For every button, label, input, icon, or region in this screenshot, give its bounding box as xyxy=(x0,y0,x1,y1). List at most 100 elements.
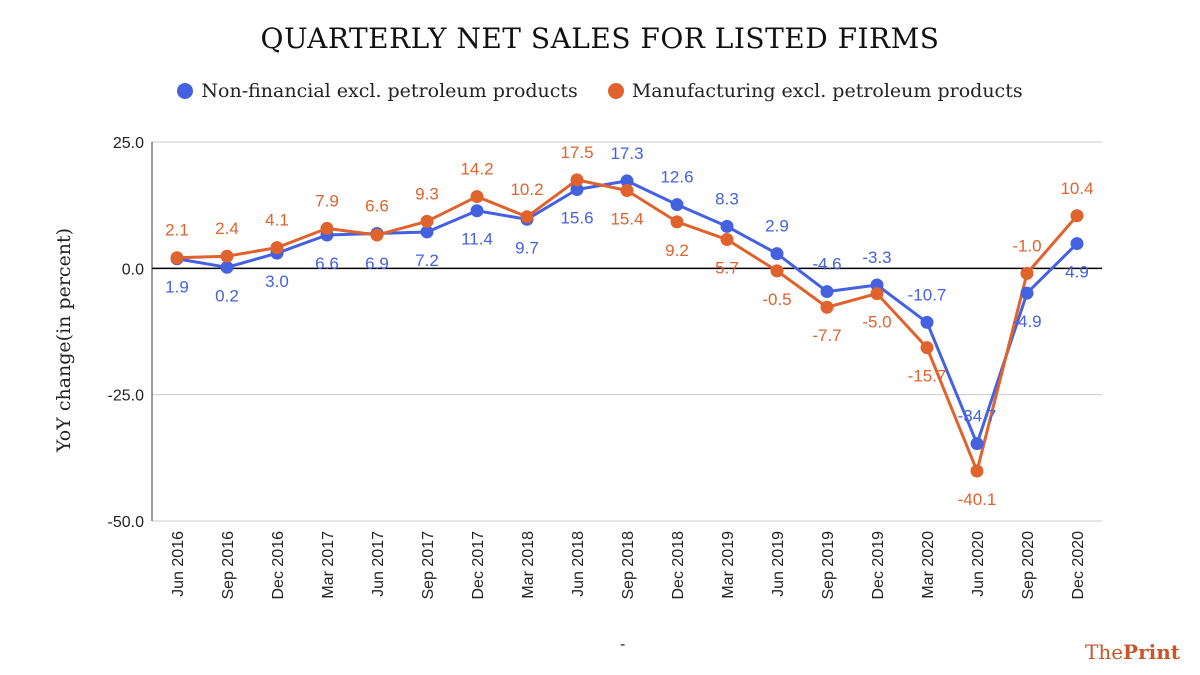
series-1-data-label: 6.9 xyxy=(365,254,389,273)
x-tick-label: Jun 2016 xyxy=(170,531,187,597)
x-tick-label: Sep 2020 xyxy=(1020,531,1037,600)
series-1-data-label: 15.6 xyxy=(560,209,593,228)
series-1-data-label: -3.3 xyxy=(862,248,891,267)
series-2-point xyxy=(470,190,484,204)
series-1-point xyxy=(720,219,734,233)
series-1-point xyxy=(820,285,834,299)
series-1-point xyxy=(1070,237,1084,251)
series-1-point xyxy=(670,198,684,212)
series-1-data-label: 17.3 xyxy=(610,144,643,163)
x-tick-label: Dec 2017 xyxy=(470,531,487,600)
series-2-data-label: 5.7 xyxy=(715,259,739,278)
series-layer xyxy=(170,173,1084,478)
series-2-point xyxy=(970,464,984,478)
series-1-data-label: 3.0 xyxy=(265,272,289,291)
series-1-data-label: -4.9 xyxy=(1012,312,1041,331)
series-1-data-label: 6.6 xyxy=(315,254,339,273)
series-1-data-label: 12.6 xyxy=(660,168,693,187)
series-1-point xyxy=(1020,286,1034,300)
legend-label-series-1: Non-financial excl. petroleum products xyxy=(201,80,578,102)
series-1-data-label: -4.6 xyxy=(812,255,841,274)
series-1-point xyxy=(920,315,934,329)
x-tick-label: Mar 2018 xyxy=(520,531,537,599)
series-1-point xyxy=(620,174,634,188)
series-2-point xyxy=(420,214,434,228)
series-1-point xyxy=(470,204,484,218)
legend-marker-series-2 xyxy=(607,83,624,99)
series-2-point xyxy=(620,184,634,198)
series-1-data-label: 0.2 xyxy=(215,286,239,305)
x-tick-label: Dec 2020 xyxy=(1070,531,1087,600)
x-tick-label: Dec 2018 xyxy=(670,531,687,600)
series-1-data-label: 7.2 xyxy=(415,251,439,270)
series-2-point xyxy=(570,173,584,187)
series-2-point xyxy=(1020,266,1034,280)
y-tick-label: 25.0 xyxy=(113,135,144,152)
series-2-data-label: 10.4 xyxy=(1060,179,1093,198)
series-2-data-label: -15.7 xyxy=(908,367,947,386)
series-2-data-label: -0.5 xyxy=(762,290,791,309)
series-2-data-label: -7.7 xyxy=(812,326,841,345)
x-tick-label: Dec 2019 xyxy=(870,531,887,600)
series-2-point xyxy=(770,264,784,278)
series-1-point xyxy=(220,260,234,274)
series-2-point xyxy=(220,249,234,263)
x-tick-label: Mar 2020 xyxy=(920,531,937,599)
series-2-data-label: 9.3 xyxy=(415,184,439,203)
series-2-data-label: 14.2 xyxy=(460,160,493,179)
series-2-point xyxy=(870,287,884,301)
series-2-data-label: 4.1 xyxy=(265,211,289,230)
series-2-point xyxy=(370,228,384,242)
x-tick-label: Sep 2016 xyxy=(220,531,237,600)
chart-title: QUARTERLY NET SALES FOR LISTED FIRMS xyxy=(260,22,940,55)
series-2-point xyxy=(320,221,334,235)
series-2-data-label: -5.0 xyxy=(862,313,891,332)
x-tick-label: Jun 2019 xyxy=(770,531,787,597)
legend-item-series-1: Non-financial excl. petroleum products xyxy=(177,80,578,102)
series-2-point xyxy=(720,233,734,247)
series-2-data-label: -40.1 xyxy=(958,490,997,509)
series-1-data-label: 2.9 xyxy=(765,217,789,236)
series-1-point xyxy=(970,437,984,451)
series-1-point xyxy=(570,183,584,197)
series-2-data-label: 15.4 xyxy=(610,210,643,229)
series-2-point xyxy=(520,210,534,224)
brand-logo: ThePrint xyxy=(1084,640,1180,664)
grid-layer xyxy=(152,141,1102,522)
series-2-data-label: 10.2 xyxy=(510,180,543,199)
series-2-data-label: -1.0 xyxy=(1012,236,1041,255)
series-2-point xyxy=(920,341,934,355)
series-1-data-label: 8.3 xyxy=(715,189,739,208)
series-1-data-label: 9.7 xyxy=(515,238,539,257)
series-1-data-label: -10.7 xyxy=(908,285,947,304)
series-2-data-label: 7.9 xyxy=(315,191,339,210)
legend-marker-series-1 xyxy=(177,83,194,99)
series-2-point xyxy=(170,251,184,265)
series-1-data-label: 4.9 xyxy=(1065,263,1089,282)
series-1-data-label: -34.7 xyxy=(958,407,997,426)
series-2-point xyxy=(270,241,284,255)
y-axis-label: YoY change(in percent) xyxy=(53,228,75,453)
x-tick-label: Jun 2017 xyxy=(370,531,387,597)
legend-item-series-2: Manufacturing excl. petroleum products xyxy=(607,80,1023,102)
series-1-data-label: 11.4 xyxy=(461,230,493,249)
x-tick-label: Mar 2019 xyxy=(720,531,737,599)
x-tick-label: Jun 2020 xyxy=(970,531,987,597)
y-tick-label: -25.0 xyxy=(108,388,145,405)
x-tick-label: Dec 2016 xyxy=(270,531,287,600)
x-tick-label: Sep 2017 xyxy=(420,531,437,600)
series-2-point xyxy=(670,215,684,229)
series-2-data-label: 9.2 xyxy=(665,241,689,260)
x-tick-label: Mar 2017 xyxy=(320,531,337,599)
y-tick-label: 0.0 xyxy=(122,261,144,278)
series-2-data-label: 6.6 xyxy=(365,196,389,215)
series-1-data-label: 1.9 xyxy=(165,278,189,297)
series-1-point xyxy=(420,225,434,239)
series-2-data-label: 2.1 xyxy=(165,221,189,240)
y-tick-label: -50.0 xyxy=(108,514,145,531)
x-tick-label: Sep 2019 xyxy=(820,531,837,600)
series-2-data-label: 2.4 xyxy=(215,219,239,238)
x-tick-label: Sep 2018 xyxy=(620,531,637,600)
series-2-point xyxy=(820,300,834,314)
